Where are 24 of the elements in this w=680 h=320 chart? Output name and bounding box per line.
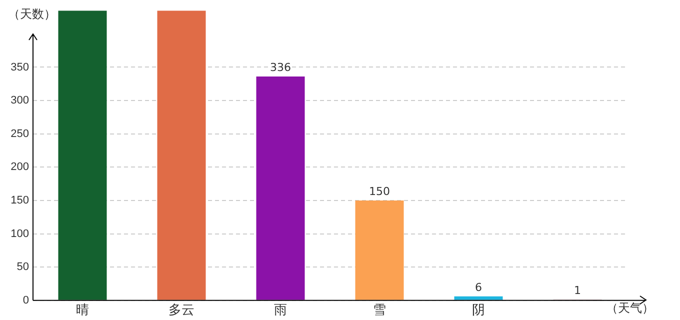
x-tick-label: 多云 [168,302,194,317]
x-tick-label: 雨 [274,302,287,317]
data-label: 6 [475,280,482,294]
bar [58,10,107,300]
bar [355,200,404,300]
y-tick-label: 150 [10,194,29,206]
y-axis-title: （天数） [8,6,56,23]
y-tick-label: 100 [10,228,29,240]
data-label: 1 [574,284,581,298]
bar [256,76,305,300]
x-tick-label: 晴 [76,302,89,317]
data-label: 150 [369,184,390,198]
x-axis-title: （天气） [606,300,654,317]
y-tick-label: 300 [10,94,29,107]
bar [454,296,503,300]
x-tick-label: 雪 [373,302,386,317]
y-tick-label: 50 [16,261,29,274]
x-tick-label: 阴 [472,302,485,317]
y-tick-label: 0 [22,294,29,306]
bar [157,10,206,300]
y-tick-label: 350 [10,61,29,74]
y-tick-label: 200 [10,161,29,174]
data-label: 336 [270,60,291,74]
y-tick-label: 250 [10,128,29,140]
